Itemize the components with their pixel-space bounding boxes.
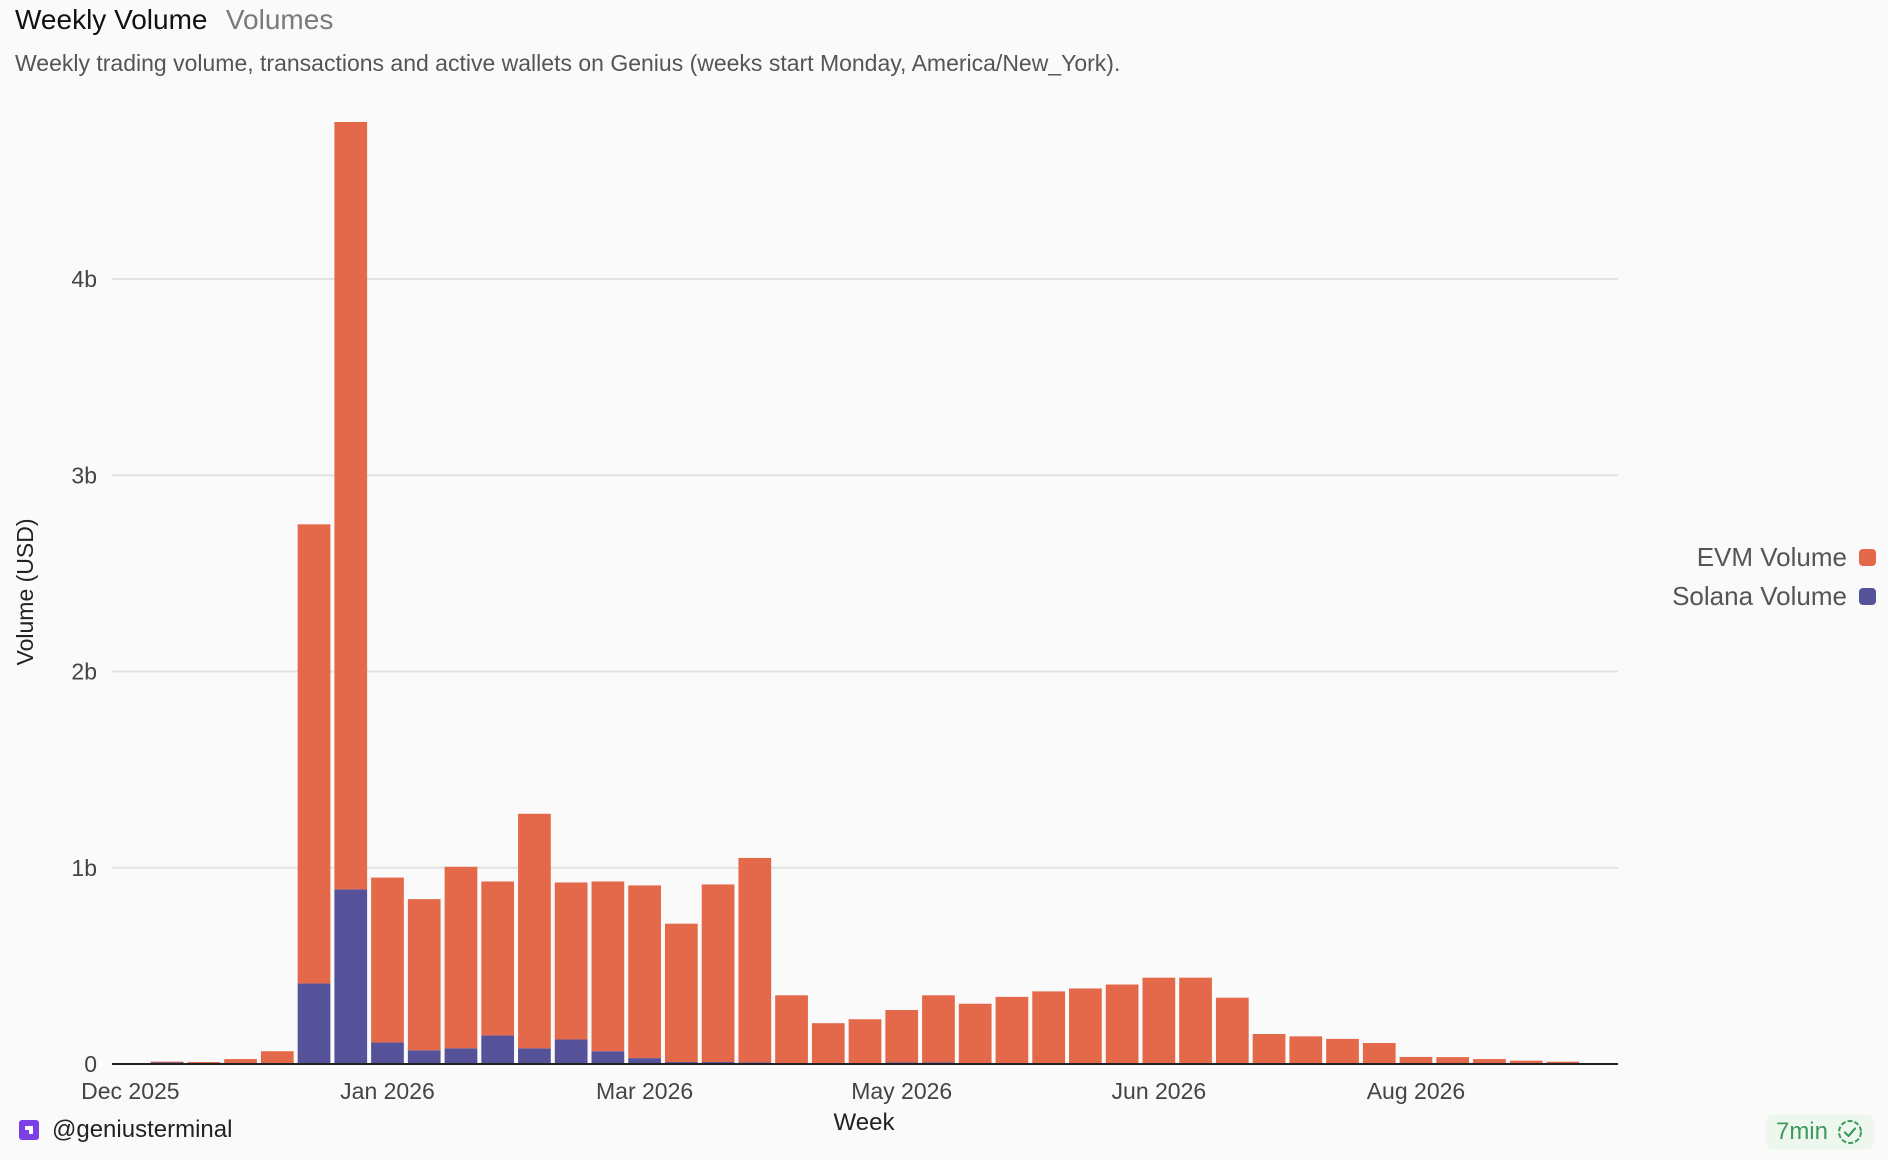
bar-evm[interactable] [664,923,698,1063]
x-tick-label: Jun 2026 [1112,1078,1207,1104]
bar-evm[interactable] [1069,988,1102,1064]
bar-evm[interactable] [297,524,331,984]
legend-label-evm: EVM Volume [1696,542,1847,572]
y-axis-label: Volume (USD) [12,519,38,666]
bar-solana[interactable] [334,889,368,1064]
bar-evm[interactable] [187,1062,221,1064]
bar-evm[interactable] [1032,991,1066,1064]
bar-solana[interactable] [518,1048,551,1064]
bar-evm[interactable] [1362,1043,1396,1064]
bar-evm[interactable] [922,995,955,1063]
bar-evm[interactable] [958,1003,992,1064]
bar-solana[interactable] [628,1058,661,1064]
chart-tag[interactable]: Volumes [225,4,334,35]
bar-solana[interactable] [591,1051,625,1064]
bar-evm[interactable] [848,1019,882,1064]
bar-evm[interactable] [371,877,404,1043]
bar-evm[interactable] [1436,1057,1470,1064]
bar-evm[interactable] [334,122,368,890]
bar-evm[interactable] [260,1051,294,1064]
bar-solana[interactable] [297,983,331,1064]
x-tick-label: Mar 2026 [596,1078,693,1104]
bar-solana[interactable] [481,1035,515,1064]
bar-solana[interactable] [371,1042,404,1064]
bar-evm[interactable] [481,881,515,1036]
bar-evm[interactable] [1179,977,1212,1064]
bar-evm[interactable] [1399,1056,1433,1064]
bar-evm[interactable] [1215,997,1249,1064]
bar-solana[interactable] [554,1039,588,1064]
bar-evm[interactable] [1326,1038,1359,1064]
bar-solana[interactable] [444,1048,478,1064]
bars [150,122,1616,1065]
x-axis-ticks: Dec 2025 Jan 2026 Mar 2026 May 2026 Jun 2026… [81,1078,1465,1104]
bar-evm[interactable] [1252,1033,1286,1064]
bar-evm[interactable] [1289,1036,1323,1064]
bar-evm[interactable] [554,882,588,1040]
y-tick-label: 0 [84,1051,97,1077]
bar-solana[interactable] [407,1050,441,1064]
bar-evm[interactable] [1509,1060,1543,1064]
check-badge-icon [1838,1120,1862,1144]
chart-title: Weekly Volume [15,4,208,35]
y-axis-ticks: 0 1b 2b 3b 4b [71,266,97,1077]
bar-evm[interactable] [738,857,772,1063]
y-tick-label: 4b [71,266,97,292]
bar-evm[interactable] [1546,1061,1580,1064]
legend-item-evm[interactable]: EVM Volume [1672,538,1876,577]
y-tick-label: 1b [71,855,97,881]
legend-label-solana: Solana Volume [1672,581,1847,611]
genius-logo-icon [19,1120,39,1140]
footer-handle: @geniusterminal [52,1116,233,1143]
y-tick-label: 3b [71,462,97,488]
bar-evm[interactable] [224,1059,257,1064]
y-tick-label: 2b [71,659,97,685]
freshness-label: 7min [1775,1118,1828,1145]
bar-evm[interactable] [775,995,808,1064]
bar-evm[interactable] [444,866,478,1049]
bar-evm[interactable] [885,1010,919,1063]
bar-evm[interactable] [1105,984,1139,1064]
x-tick-label: Dec 2025 [81,1078,179,1104]
bar-evm[interactable] [150,1061,184,1063]
bar-evm[interactable] [628,885,661,1059]
chart-description: Weekly trading volume, transactions and … [15,50,1121,76]
bar-evm[interactable] [591,881,625,1052]
chart-legend: EVM Volume Solana Volume [1672,538,1876,616]
bar-evm[interactable] [1473,1059,1506,1064]
bar-evm[interactable] [407,899,441,1051]
x-tick-label: May 2026 [851,1078,952,1104]
x-tick-label: Aug 2026 [1367,1078,1465,1104]
bar-evm[interactable] [701,884,735,1063]
legend-item-solana[interactable]: Solana Volume [1672,577,1876,616]
freshness-badge[interactable]: 7min [1765,1114,1874,1150]
chart-header: Weekly Volume Volumes [15,4,333,36]
bar-evm[interactable] [518,813,551,1049]
bar-evm[interactable] [811,1023,845,1064]
footer-brand[interactable]: @geniusterminal [16,1116,232,1144]
x-tick-label: Jan 2026 [340,1078,435,1104]
legend-swatch-solana [1859,588,1876,605]
legend-swatch-evm [1859,549,1876,566]
bar-evm[interactable] [995,996,1029,1064]
bar-evm[interactable] [1142,977,1176,1064]
x-axis-label: Week [834,1109,896,1136]
